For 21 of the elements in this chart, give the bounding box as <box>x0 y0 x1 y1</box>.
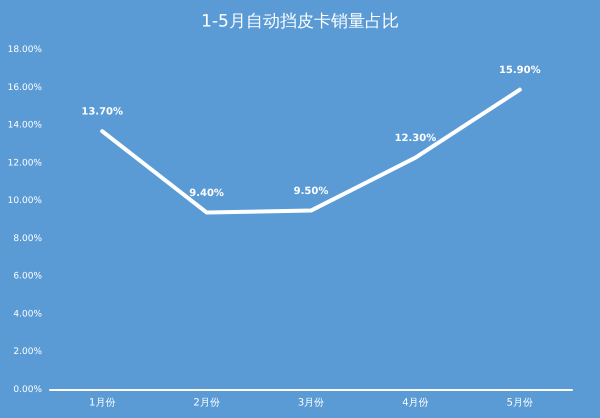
y-tick-label: 12.00% <box>8 158 42 168</box>
data-label: 9.50% <box>294 186 328 198</box>
y-tick-label: 14.00% <box>8 120 42 131</box>
x-tick-label: 5月份 <box>506 398 533 408</box>
y-tick-label: 2.00% <box>13 347 42 358</box>
y-tick-label: 16.00% <box>8 82 42 93</box>
y-tick-label: 8.00% <box>13 234 42 244</box>
x-tick-label: 4月份 <box>402 398 429 408</box>
y-tick-label: 0.00% <box>13 385 42 395</box>
x-tick-label: 2月份 <box>193 398 220 408</box>
y-tick-label: 10.00% <box>8 196 42 206</box>
y-tick-label: 4.00% <box>13 309 42 320</box>
data-label: 13.70% <box>81 106 124 118</box>
y-tick-label: 18.00% <box>8 45 42 55</box>
x-tick-label: 3月份 <box>298 398 324 408</box>
data-label: 12.30% <box>394 133 436 144</box>
chart-title: 1-5月自动挡皮卡销量占比 <box>201 12 399 32</box>
x-tick-label: 1月份 <box>89 398 116 408</box>
data-label: 15.90% <box>498 65 541 76</box>
y-tick-label: 6.00% <box>13 272 42 282</box>
data-label: 9.40% <box>189 188 224 199</box>
